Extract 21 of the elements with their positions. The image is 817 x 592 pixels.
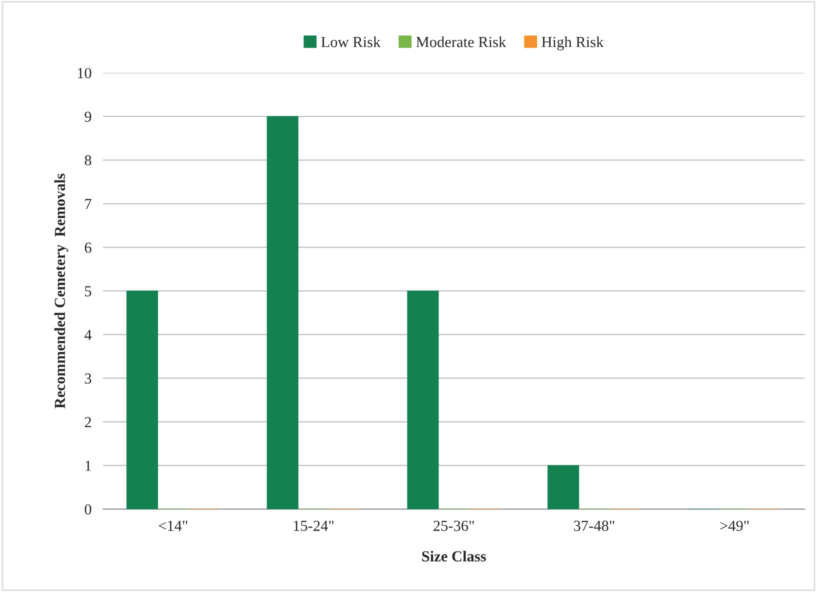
y-tick-label: 10 <box>78 68 92 78</box>
y-tick-label: 3 <box>84 373 92 384</box>
y-axis-title: Recommended Cemetery Removals <box>54 174 68 408</box>
y-tick-label: 8 <box>84 155 92 166</box>
y-tick-label: 2 <box>84 417 91 428</box>
x-tick-label: 37-48" <box>574 520 614 531</box>
x-axis-title: Size Class <box>422 550 486 562</box>
legend-label: High Risk <box>542 36 604 50</box>
x-tick-label: <14" <box>158 520 188 531</box>
x-tick-label: 15-24" <box>294 520 334 531</box>
y-tick-label: 9 <box>84 112 92 122</box>
y-tick-label: 7 <box>85 199 92 210</box>
x-tick-label: >49" <box>720 520 749 531</box>
legend-label: Low Risk <box>321 36 381 48</box>
x-tick-label: 25-36" <box>434 520 474 531</box>
y-tick-label: 6 <box>84 242 92 253</box>
legend-label: Moderate Risk <box>416 36 506 48</box>
y-tick-label: 0 <box>84 504 92 515</box>
y-tick-label: 1 <box>86 460 91 471</box>
y-tick-label: 5 <box>85 286 92 296</box>
y-tick-label: 4 <box>84 330 92 340</box>
